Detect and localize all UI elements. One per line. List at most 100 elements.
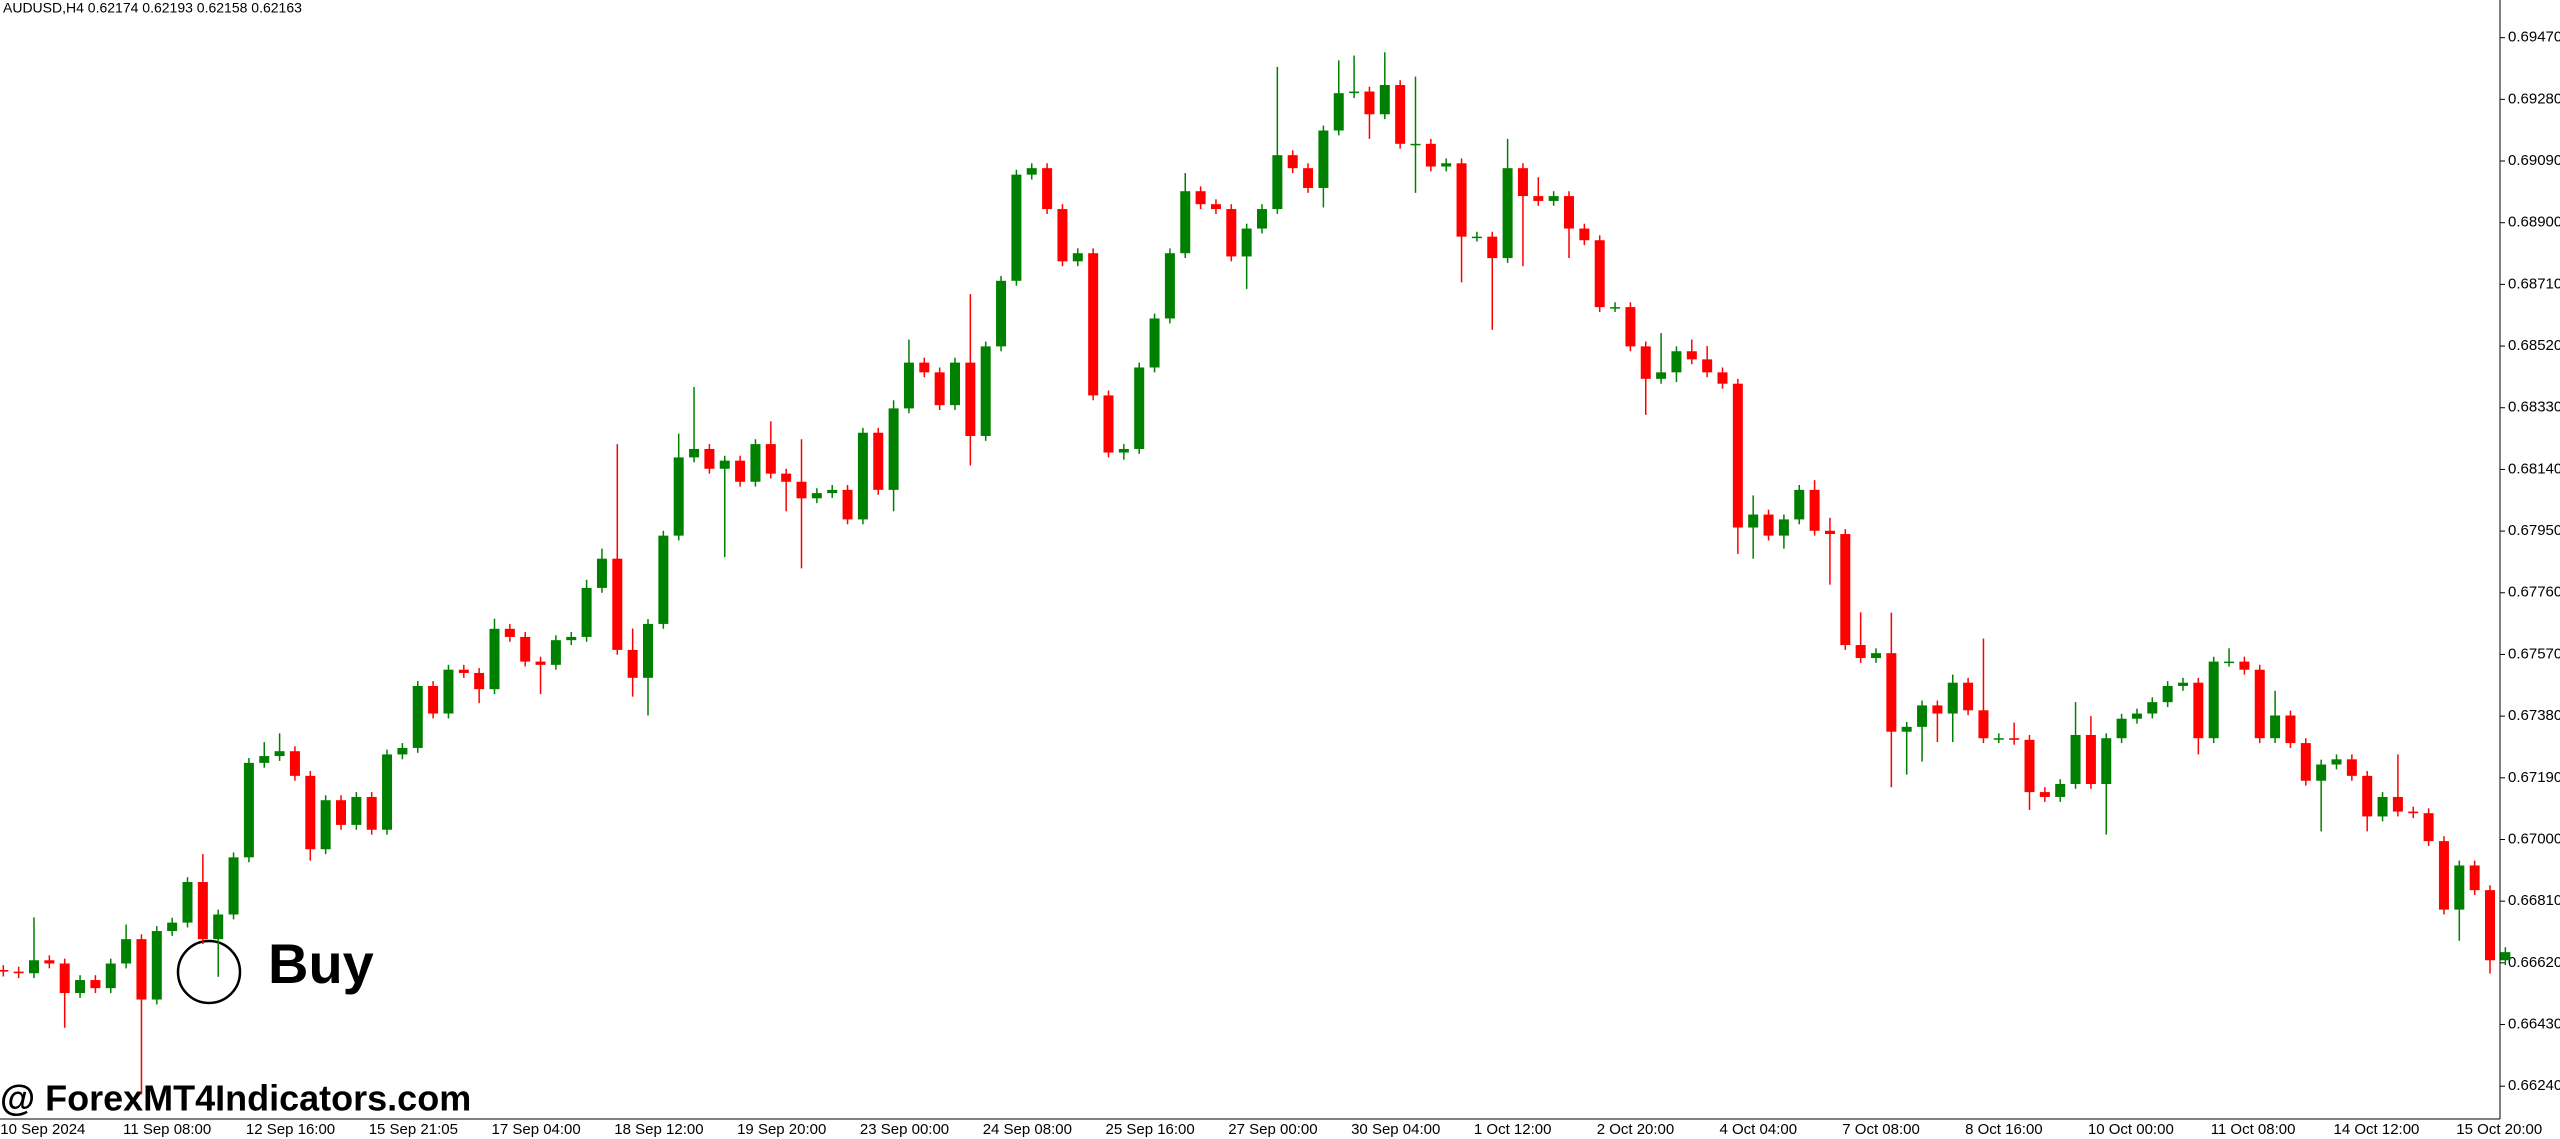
candle-body [90,980,101,989]
y-tick-label: 0.66240 [2508,1077,2560,1094]
y-tick-label: 0.68900 [2508,214,2560,231]
candle-body [811,493,822,499]
x-tick-label: 24 Sep 08:00 [983,1121,1072,1138]
candle-body [289,751,300,776]
candle-body [75,980,86,994]
y-tick-label: 0.67000 [2508,830,2560,847]
candle-body [1533,196,1544,201]
candle-body [2162,685,2173,703]
x-tick-label: 18 Sep 12:00 [614,1121,703,1138]
candle-body [796,481,807,499]
candle-body [2239,661,2250,670]
y-tick-label: 0.67570 [2508,645,2560,662]
candle-body [2101,738,2112,784]
candle-body [550,640,561,665]
candle-body [1610,307,1621,309]
candle-body [504,628,515,637]
y-tick-label: 0.67760 [2508,584,2560,601]
candle-body [1748,514,1759,528]
candle-body [474,672,485,690]
candle-body [1257,209,1267,229]
candle-body [596,558,607,588]
candle-body [1732,383,1743,528]
y-tick-label: 0.69280 [2508,90,2560,107]
candle-body [397,747,408,755]
candle-body [2300,743,2311,781]
candle-body [1042,168,1053,210]
candle-body [1057,209,1068,262]
candle-body [1963,682,1974,711]
candle-body [1103,395,1114,453]
candle-body [1871,653,1881,659]
candle-body [228,857,239,915]
candle-body [2377,796,2388,817]
candle-body [1395,85,1406,144]
candle-body [1241,228,1252,257]
candle-body [903,362,914,409]
candle-body [2254,669,2265,739]
x-tick-label: 1 Oct 12:00 [1474,1121,1552,1138]
candle-body [320,800,331,850]
candle-body [151,931,162,1000]
candle-body [965,362,976,436]
candle-body [1410,143,1421,146]
candle-body [2116,718,2127,739]
candle-body [643,623,653,678]
candle-body [136,939,147,1000]
candle-body [2362,775,2373,817]
candle-body [1180,191,1191,254]
candle-body [2392,796,2403,812]
candle-body [1564,196,1574,229]
buy-annotation: Buy [268,932,374,995]
candle-body [2408,811,2419,814]
candle-body [1379,85,1390,115]
candle-body [535,661,546,665]
candle-body [29,960,39,974]
candle-body [827,489,838,494]
candle-body [1149,318,1160,368]
candle-body [1548,196,1559,201]
x-tick-label: 8 Oct 16:00 [1965,1121,2043,1138]
candle-body [1763,514,1774,536]
candle-body [1625,307,1636,347]
candle-body [1318,130,1329,188]
candle-body [658,535,669,624]
candle-body [1441,163,1452,167]
x-tick-label: 11 Sep 08:00 [123,1121,211,1138]
candle-body [1640,346,1651,379]
candle-body [1088,253,1099,396]
candle-body [581,587,592,637]
candle-body [382,754,393,830]
x-tick-label: 25 Sep 16:00 [1106,1121,1195,1138]
candle-body [888,408,899,490]
candle-body [857,432,868,520]
candle-body [1686,351,1697,360]
candle-body [2085,734,2096,784]
candle-body [197,882,208,940]
candle-body [1778,519,1789,536]
candle-body [612,558,623,650]
candle-body [842,489,853,520]
candle-body [1840,534,1851,646]
candle-body [2055,783,2066,797]
x-tick-label: 15 Sep 21:05 [369,1121,458,1138]
candle-body [2009,738,2020,740]
candle-body [213,914,224,940]
y-tick-label: 0.68330 [2508,399,2560,416]
candle-body [996,280,1007,347]
candle-body [1717,372,1728,384]
candle-body [704,448,715,469]
candle-body [13,971,24,974]
candle-body [1471,236,1482,239]
candle-body [2070,734,2081,784]
candle-body [1364,91,1375,115]
candle-body [950,362,960,406]
candle-body [2485,890,2495,961]
x-tick-label: 23 Sep 00:00 [860,1121,949,1138]
y-tick-label: 0.67950 [2508,522,2560,539]
candle-body [2331,759,2342,765]
x-tick-label: 27 Sep 00:00 [1228,1121,1317,1138]
x-tick-label: 19 Sep 20:00 [737,1121,826,1138]
candle-body [243,762,254,858]
